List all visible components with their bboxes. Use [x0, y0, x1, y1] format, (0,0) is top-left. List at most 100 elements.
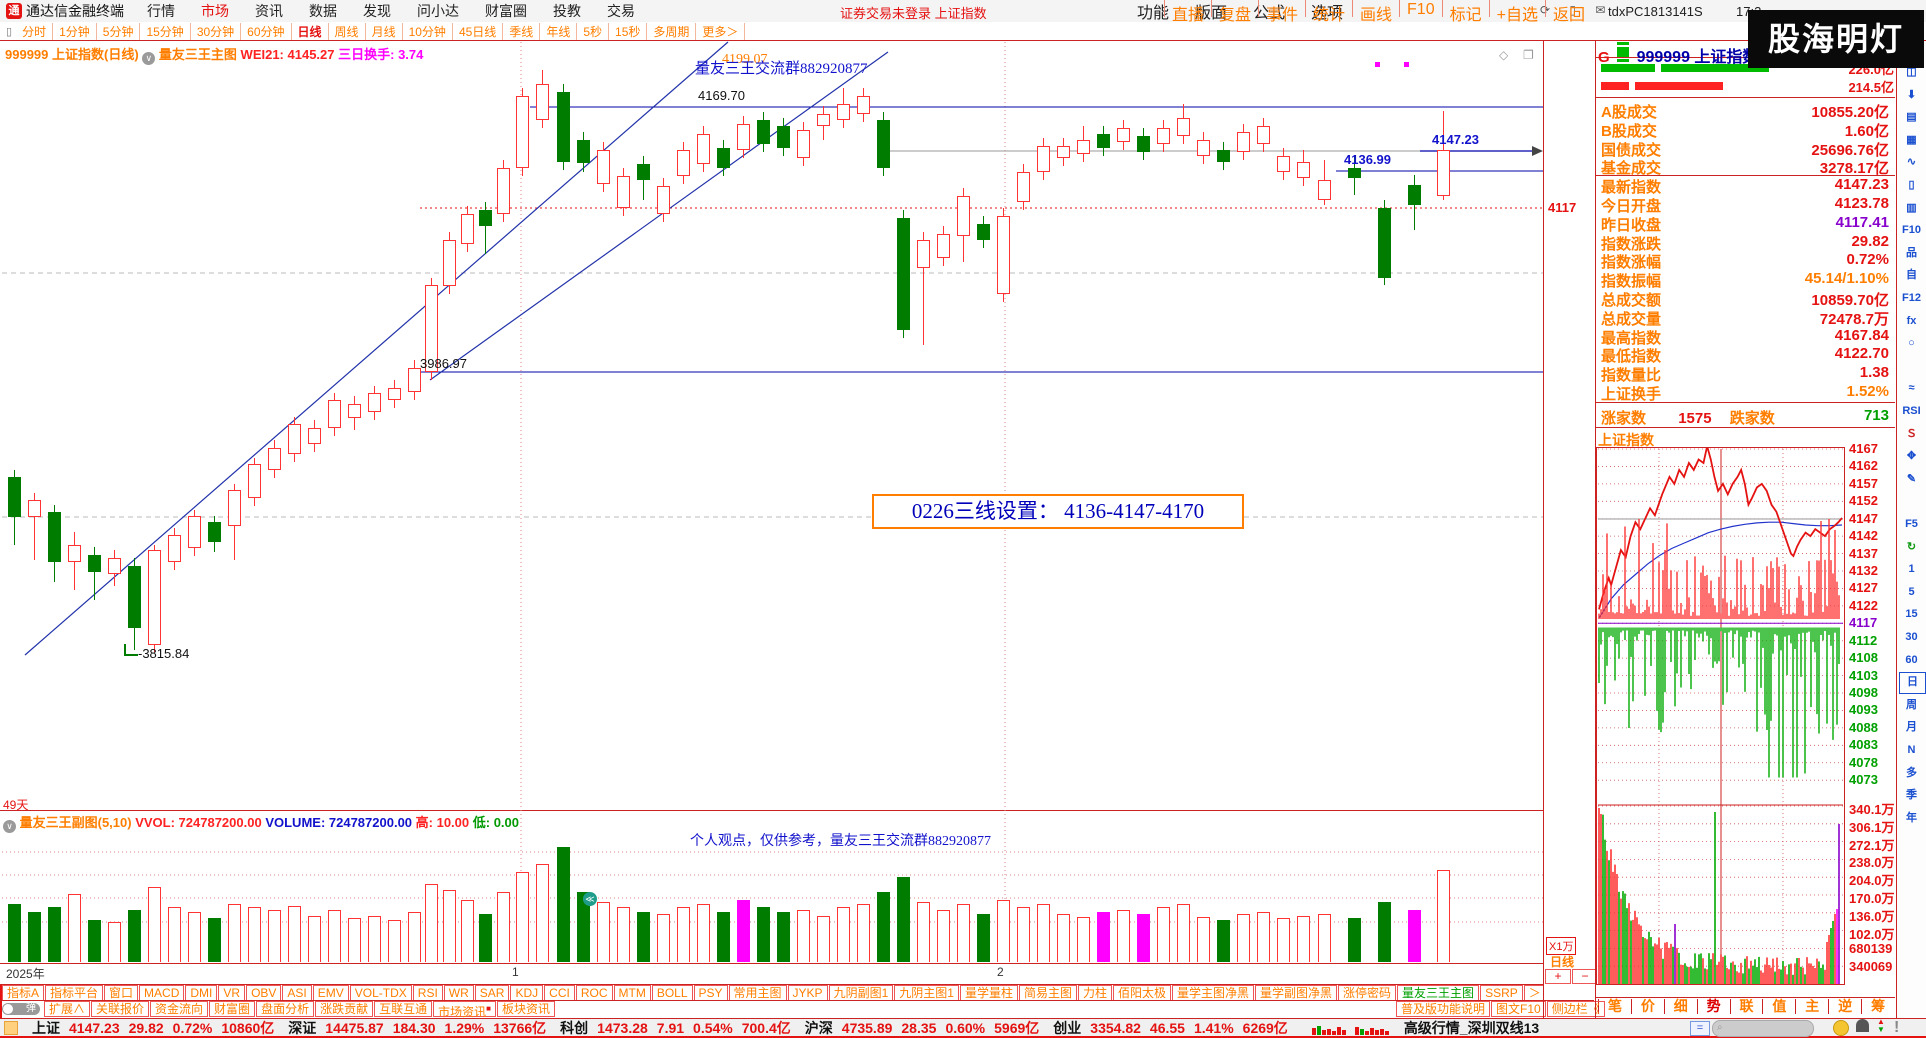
panel-tab-笔[interactable]: 笔: [1598, 999, 1631, 1014]
news-icon[interactable]: ▥: [1906, 201, 1917, 214]
period-60分钟[interactable]: 60分钟: [241, 22, 292, 40]
period-15秒[interactable]: 15秒: [609, 22, 648, 40]
panel-tab-主[interactable]: 主: [1795, 999, 1828, 1014]
indicator-tab-WR[interactable]: WR: [443, 985, 474, 1000]
f12-icon[interactable]: F12: [1902, 292, 1921, 304]
updown-arrows-icon[interactable]: ▲ ▼: [1877, 1017, 1885, 1034]
function-tab-关联报价[interactable]: 关联报价: [91, 1000, 150, 1017]
draw-icon[interactable]: ✎: [1906, 472, 1917, 485]
symbol-title[interactable]: 999999 上证指数(日线): [5, 47, 139, 62]
function-tab-资金流向[interactable]: 资金流向: [150, 1000, 209, 1017]
kline-icon[interactable]: ▯: [1908, 179, 1915, 191]
period-60-button[interactable]: 60: [1905, 653, 1918, 666]
toolbar-button-F10[interactable]: F10: [1399, 0, 1442, 18]
indicator-tab-PSY[interactable]: PSY: [693, 985, 728, 1000]
sidepanel-toggle-icon[interactable]: ▯: [6, 25, 13, 38]
trade-login-notice[interactable]: 证券交易未登录 上证指数: [840, 6, 987, 21]
indicator-tab-VOL-TDX[interactable]: VOL-TDX: [349, 985, 412, 1000]
function-tab-普及版功能说明[interactable]: 普及版功能说明: [1396, 1000, 1491, 1017]
panel-tab-价[interactable]: 价: [1630, 999, 1664, 1014]
indicator-fold-icon[interactable]: ∨: [3, 820, 16, 833]
toolbar-button-直播[interactable]: 直播: [1163, 0, 1211, 24]
function-tab-涨跌贡献[interactable]: 涨跌贡献: [315, 1000, 374, 1017]
coin-icon[interactable]: [1833, 1020, 1849, 1036]
chart-corner-diamond-icon[interactable]: ◇: [1499, 48, 1509, 62]
period-30-button[interactable]: 30: [1905, 631, 1918, 643]
panel-tab-逆[interactable]: 逆: [1828, 999, 1861, 1014]
function-tab-市场资讯[interactable]: 市场资讯■: [433, 1000, 496, 1019]
indicator-tab-九阴主图1[interactable]: 九阴主图1: [894, 985, 959, 1000]
period-周线[interactable]: 周线: [329, 22, 366, 40]
indicator-tab-指标A[interactable]: 指标A: [2, 985, 45, 1000]
indicator-tab-佰阳太极[interactable]: 佰阳太极: [1112, 985, 1171, 1000]
menu-item-发现[interactable]: 发现: [363, 3, 391, 19]
menu-item-交易[interactable]: 交易: [607, 3, 635, 19]
period-15-button[interactable]: 15: [1905, 608, 1918, 621]
indicator-tab-ROC[interactable]: ROC: [575, 985, 613, 1000]
indicator-tab-BOLL[interactable]: BOLL: [651, 985, 693, 1000]
popup-toggle[interactable]: 弹: [2, 1002, 40, 1015]
indicator-tab-MTM[interactable]: MTM: [613, 985, 651, 1000]
period-多周期[interactable]: 多周期: [647, 22, 697, 40]
period-1分钟[interactable]: 1分钟: [53, 22, 97, 40]
indicator-tab-DMI[interactable]: DMI: [185, 985, 218, 1000]
alert-icon[interactable]: !: [1894, 1019, 1900, 1036]
indicator-fold-icon[interactable]: ∨: [142, 52, 156, 65]
function-tab-扩展∧[interactable]: 扩展∧: [44, 1000, 91, 1017]
period-月线[interactable]: 月线: [366, 22, 403, 40]
server-name[interactable]: 高级行情_深圳双线13: [1403, 1020, 1540, 1036]
download-icon[interactable]: ⬇: [1906, 88, 1917, 101]
index-name-沪深[interactable]: 沪深: [804, 1020, 833, 1036]
indicator-tab-涨停密码[interactable]: 涨停密码: [1338, 985, 1397, 1000]
main-indicator-name[interactable]: 量友三王主图: [158, 47, 237, 62]
period-15分钟[interactable]: 15分钟: [140, 22, 191, 40]
toolbar-button-返回[interactable]: 返回: [1544, 0, 1592, 24]
rsi-icon[interactable]: RSI: [1902, 405, 1921, 417]
indicator-tab-ASI[interactable]: ASI: [282, 985, 312, 1000]
menu-item-公式[interactable]: 公式: [1252, 5, 1285, 22]
period-分时[interactable]: 分时: [16, 22, 54, 40]
menu-item-功能[interactable]: 功能: [1136, 5, 1169, 22]
indicator-tab-简易主图[interactable]: 简易主图: [1018, 985, 1077, 1000]
period-日线[interactable]: 日线: [292, 22, 329, 40]
period-month-button[interactable]: 月: [1906, 721, 1917, 734]
indicator-tab-EMV[interactable]: EMV: [312, 985, 349, 1000]
custom-icon[interactable]: 自: [1906, 269, 1917, 282]
indicator-tab-RSI[interactable]: RSI: [412, 985, 443, 1000]
trend-line-icon[interactable]: ∿: [1906, 156, 1917, 169]
panel-tab-联[interactable]: 联: [1729, 999, 1763, 1014]
function-tab-图文F10[interactable]: 图文F10: [1491, 1000, 1546, 1017]
indicator-tab-量学主图净黑[interactable]: 量学主图净黑: [1172, 985, 1255, 1000]
indicator-tab-力柱[interactable]: 力柱: [1077, 985, 1112, 1000]
f5-icon[interactable]: F5: [1905, 518, 1918, 530]
indicator-tab-SAR[interactable]: SAR: [474, 985, 510, 1000]
toolbar-button-+自选[interactable]: +自选: [1488, 0, 1545, 24]
indicator-tab-KDJ[interactable]: KDJ: [510, 985, 544, 1000]
toolbar-button-复盘[interactable]: 复盘: [1210, 0, 1258, 24]
period-季线[interactable]: 季线: [503, 22, 541, 40]
indicator-fold-icon[interactable]: ≪: [583, 892, 597, 906]
indicator-tab-JYKP[interactable]: JYKP: [787, 985, 828, 1000]
search-input[interactable]: ⌕: [1712, 1020, 1814, 1037]
indicator-tab-九阴副图1[interactable]: 九阴副图1: [828, 985, 894, 1000]
index-name-深证[interactable]: 深证: [288, 1020, 317, 1036]
period-year-button[interactable]: 年: [1906, 811, 1917, 824]
function-tab-板块资讯[interactable]: 板块资讯: [496, 1000, 555, 1017]
menu-item-资讯[interactable]: 资讯: [255, 3, 283, 19]
panel-tab-筹[interactable]: 筹: [1861, 999, 1894, 1014]
indicator-tab-量学副图净黑[interactable]: 量学副图净黑: [1255, 985, 1338, 1000]
menu-item-问小达[interactable]: 问小达: [417, 3, 459, 19]
indicator-tab-＞[interactable]: ＞: [1523, 985, 1543, 1000]
volume-indicator-name[interactable]: 量友三王副图(5,10): [19, 815, 132, 830]
f10-icon[interactable]: F10: [1902, 224, 1921, 237]
menu-item-版面[interactable]: 版面: [1194, 5, 1227, 22]
system-tray-icons[interactable]: ⟳ ▯ ✉: [1540, 3, 1614, 17]
toolbar-button-标记[interactable]: 标记: [1441, 0, 1489, 24]
menu-item-财富圈[interactable]: 财富圈: [485, 3, 527, 19]
menu-item-行情[interactable]: 行情: [147, 3, 175, 19]
period-5分钟[interactable]: 5分钟: [97, 22, 141, 40]
indicator-tab-窗口[interactable]: 窗口: [104, 985, 139, 1000]
zoom-in-button[interactable]: +: [1545, 969, 1571, 984]
indicator-tab-CCI[interactable]: CCI: [544, 985, 575, 1000]
toolbar-button-事件[interactable]: 事件: [1257, 0, 1305, 24]
